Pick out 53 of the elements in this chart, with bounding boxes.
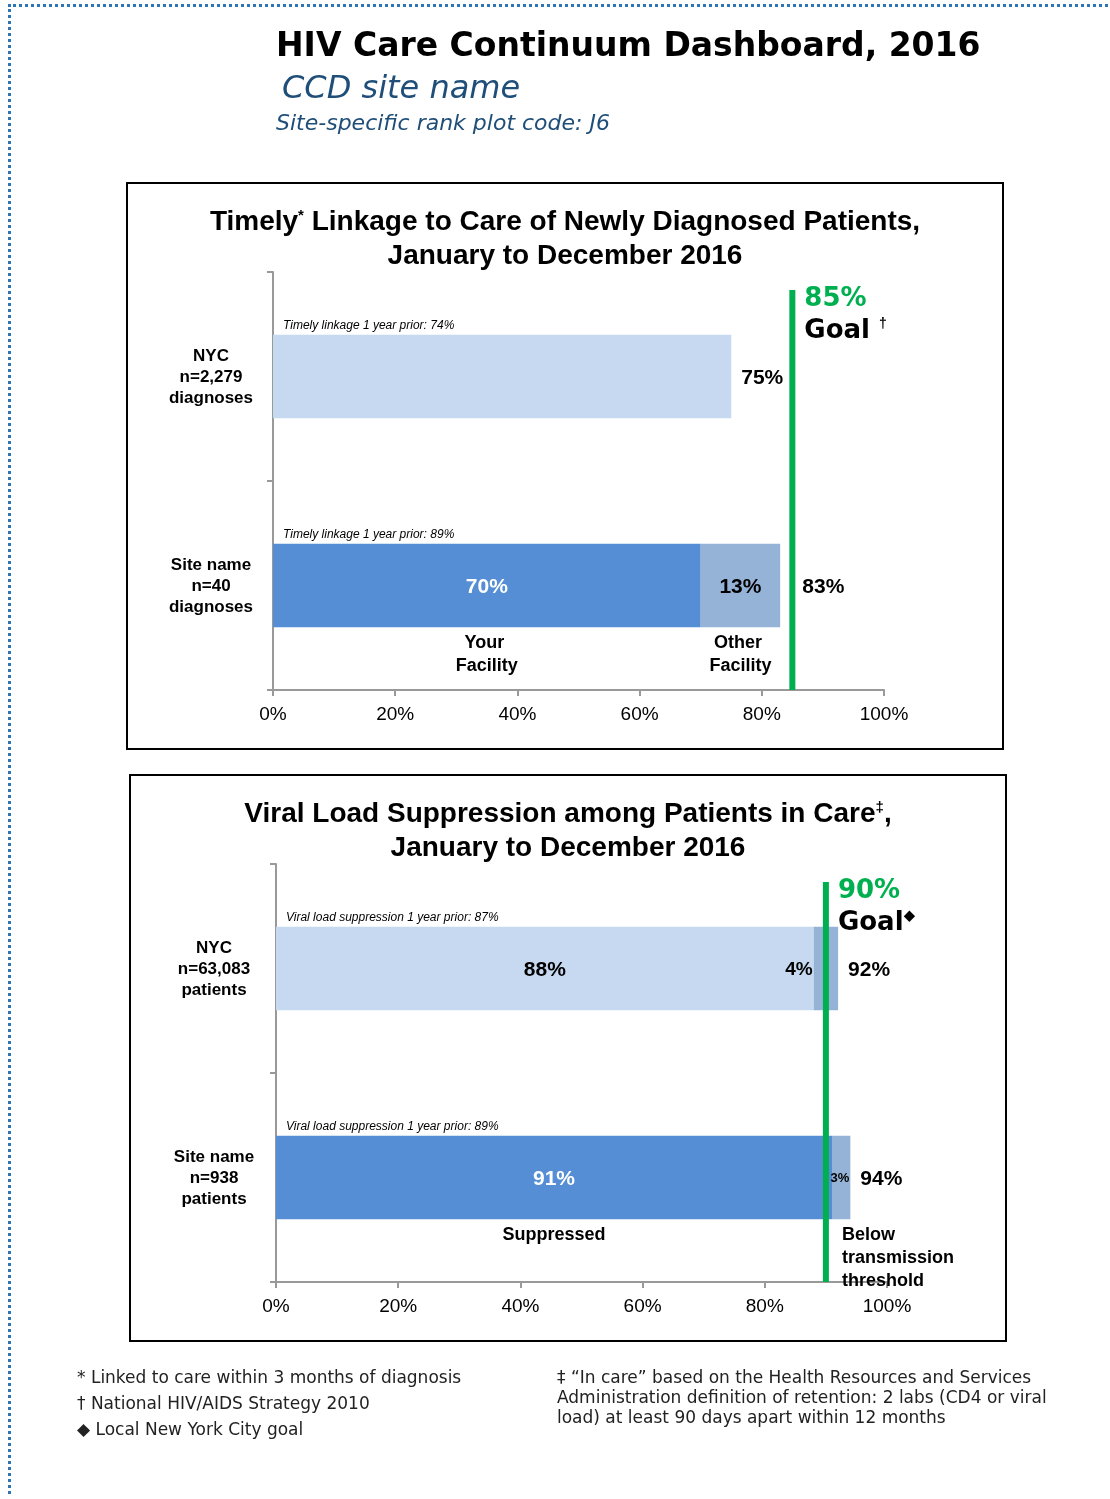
total-label: 94%: [860, 1166, 903, 1189]
bar: [273, 543, 701, 628]
series-label: Suppressed: [502, 1223, 606, 1244]
series-label: Your Facility: [455, 631, 518, 675]
data-label: 88%: [523, 957, 567, 980]
bar: [276, 926, 814, 1011]
y-tick-label: NYC n=63,083 patients: [177, 938, 251, 999]
x-tick-label: 60%: [623, 1295, 662, 1316]
text: Site-specific rank plot code: J6: [276, 110, 611, 135]
text: ◆ Local New York City goal: [77, 1419, 305, 1439]
x-tick-label: 0%: [259, 703, 287, 724]
ref-line-label: 90%: [837, 874, 901, 904]
data-label: 13%: [719, 574, 762, 597]
series-label: Other Facility: [709, 631, 772, 675]
total-label: 92%: [848, 957, 891, 980]
bar: [832, 1135, 851, 1220]
data-label: 3%: [830, 1170, 850, 1185]
bar: [276, 1135, 833, 1220]
ref-line-label: 85%: [804, 282, 867, 312]
x-tick-label: 80%: [742, 703, 781, 724]
annotation: Goal◆: [837, 906, 916, 936]
x-tick-label: 40%: [498, 703, 537, 724]
data-label: 4%: [785, 958, 813, 979]
total-label: 83%: [802, 574, 845, 597]
total-label: 75%: [741, 365, 784, 388]
x-tick-label: 100%: [862, 1295, 912, 1316]
text: ‡ “In care” based on the Health Resources and Services Administration definition of retention: 2 labs (CD4 or viral load) at least 90 days apart within 12 months: [557, 1367, 1047, 1427]
y-tick-label: Site name n=938 patients: [173, 1147, 255, 1208]
y-tick-label: NYC n=2,279 diagnoses: [168, 346, 254, 407]
chart-title: Timely$^{*}$ Linkage to Care of Newly Diagnosed Patients, January to December 2016: [208, 204, 922, 273]
x-tick-label: 80%: [745, 1295, 784, 1316]
annotation: Viral load suppression 1 year prior: 87%: [286, 909, 499, 924]
annotation: Viral load suppression 1 year prior: 89%: [286, 1118, 499, 1133]
chart-title: Viral Load Suppression among Patients in Care$^{‡}$, January to December 2016: [244, 797, 892, 863]
data-label: 70%: [465, 574, 509, 597]
x-tick-label: 0%: [262, 1295, 290, 1316]
series-label: Below transmission threshold: [842, 1223, 960, 1290]
bar: [273, 334, 732, 419]
text: HIV Care Continuum Dashboard, 2016: [276, 25, 982, 64]
y-tick-label: Site name n=40 diagnoses: [168, 555, 254, 616]
x-tick-label: 60%: [620, 703, 659, 724]
text: * Linked to care within 3 months of diagnosis: [77, 1367, 463, 1387]
x-tick-label: 40%: [501, 1295, 540, 1316]
annotation: Timely linkage 1 year prior: 89%: [283, 526, 455, 541]
annotation: Goal †: [804, 314, 887, 344]
bar: [700, 543, 781, 628]
x-tick-label: 20%: [379, 1295, 418, 1316]
text: CCD site name: [282, 68, 522, 106]
annotation: Timely linkage 1 year prior: 74%: [283, 317, 455, 332]
x-tick-label: 100%: [859, 703, 909, 724]
x-tick-label: 20%: [376, 703, 415, 724]
text: † National HIV/AIDS Strategy 2010: [77, 1393, 371, 1413]
data-label: 91%: [532, 1166, 576, 1189]
